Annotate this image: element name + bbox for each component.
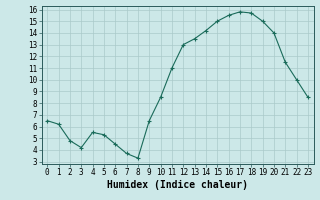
X-axis label: Humidex (Indice chaleur): Humidex (Indice chaleur) [107, 180, 248, 190]
